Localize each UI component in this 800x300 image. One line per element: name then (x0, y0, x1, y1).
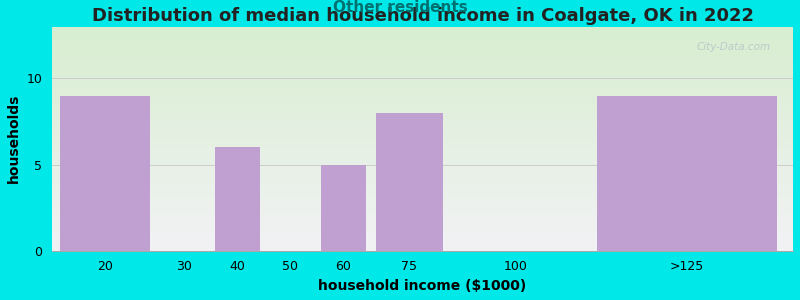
Bar (215, 147, 260, 251)
X-axis label: household income ($1000): household income ($1000) (318, 279, 526, 293)
Bar (60, 95, 150, 251)
Y-axis label: households: households (7, 94, 21, 183)
Text: City-Data.com: City-Data.com (697, 42, 771, 52)
Bar (376, 113, 443, 251)
Title: Distribution of median household income in Coalgate, OK in 2022: Distribution of median household income … (91, 7, 754, 25)
Bar (321, 164, 366, 251)
Text: Other residents: Other residents (333, 0, 467, 14)
Bar (598, 95, 777, 251)
